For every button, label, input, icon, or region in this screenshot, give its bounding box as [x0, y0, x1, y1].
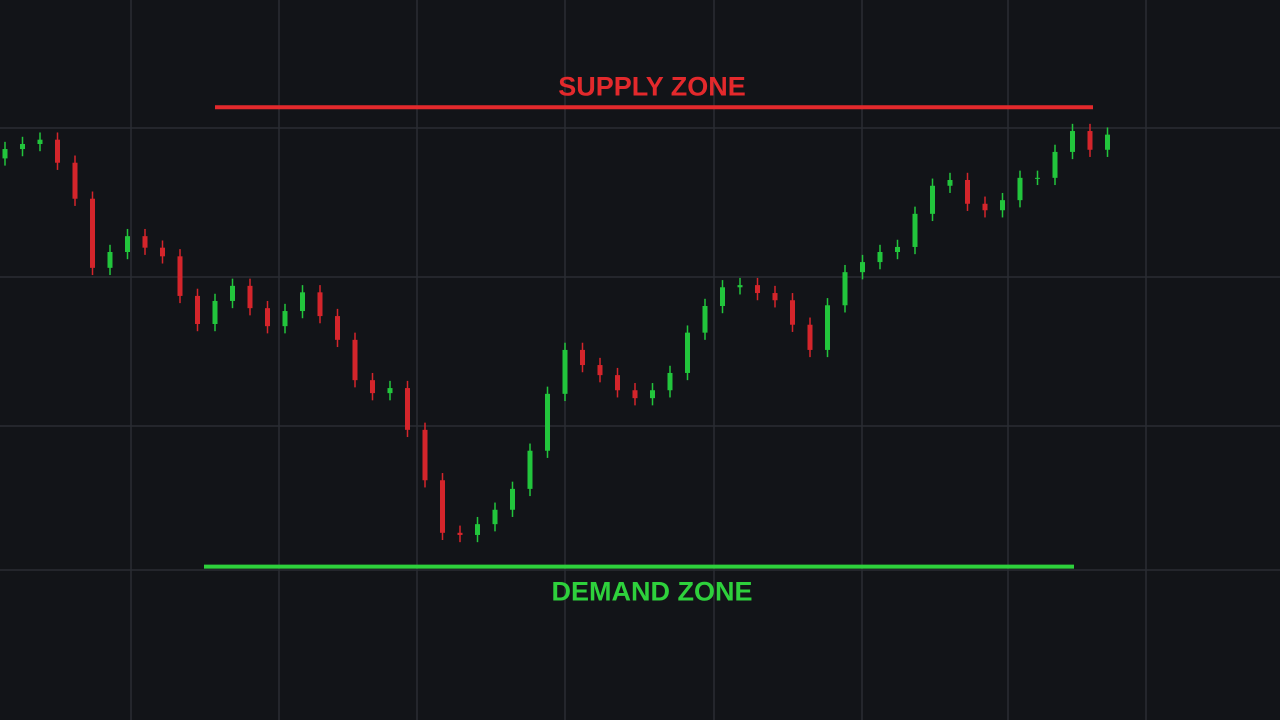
candle-body [230, 285, 235, 301]
candle-body [107, 252, 113, 268]
candle-body [1000, 200, 1005, 211]
candle-body [177, 256, 183, 296]
candle-body [212, 300, 218, 324]
candle-body [335, 316, 340, 340]
candle-body [475, 524, 480, 535]
candle-body [300, 292, 305, 312]
candle-body [772, 293, 778, 301]
zone-label: DEMAND ZONE [552, 577, 753, 607]
candle-body [527, 450, 533, 489]
candle-body [160, 247, 165, 257]
candle-body [90, 198, 95, 268]
candle-body [1070, 131, 1075, 152]
candle-body [510, 488, 515, 510]
candle-body [457, 532, 463, 535]
candle-body [545, 393, 550, 451]
candle-body [807, 324, 813, 350]
candle-body [685, 332, 690, 373]
candle-body [650, 390, 655, 399]
candle-body [1052, 151, 1058, 178]
candle-body [790, 300, 795, 325]
candle-body [247, 285, 253, 309]
candle-body [720, 287, 725, 306]
candle-body [125, 236, 130, 252]
candle-body [317, 292, 323, 317]
candle-body [1087, 131, 1093, 150]
candle-body [615, 375, 620, 391]
candle-body [72, 162, 78, 199]
candle-body [965, 180, 970, 204]
candle-body [440, 480, 445, 533]
candle-body [20, 144, 25, 150]
candle-body [562, 349, 568, 394]
candle-body [405, 388, 410, 430]
candle-body [195, 295, 200, 324]
candle-body [702, 306, 708, 333]
candle-body [142, 236, 148, 248]
candle-body [2, 149, 8, 159]
candle-body [632, 390, 638, 399]
candle-body [1035, 177, 1040, 179]
candle-body [55, 139, 60, 163]
candle-body [387, 388, 393, 394]
candle-body [492, 509, 498, 525]
candle-body [930, 185, 935, 214]
candle-body [667, 372, 673, 391]
candle-body [895, 246, 900, 252]
candle-body [825, 305, 830, 350]
candle-body [597, 365, 603, 376]
candle-body [982, 203, 988, 211]
candle-body [842, 272, 848, 306]
candle-body [282, 311, 288, 327]
zone-label: SUPPLY ZONE [558, 71, 746, 101]
candle-body [265, 308, 270, 327]
candle-body [1105, 134, 1110, 150]
candle-body [912, 213, 918, 247]
candle-body [947, 180, 953, 186]
candle-body [352, 339, 358, 381]
candle-body [580, 349, 585, 366]
candle-body [860, 262, 865, 273]
candle-body [422, 429, 428, 481]
candle-body [755, 285, 760, 294]
candle-body [737, 285, 743, 288]
candle-body [1017, 177, 1023, 201]
candle-body [37, 139, 43, 144]
candle-body [877, 252, 883, 263]
candle-body [370, 380, 375, 394]
